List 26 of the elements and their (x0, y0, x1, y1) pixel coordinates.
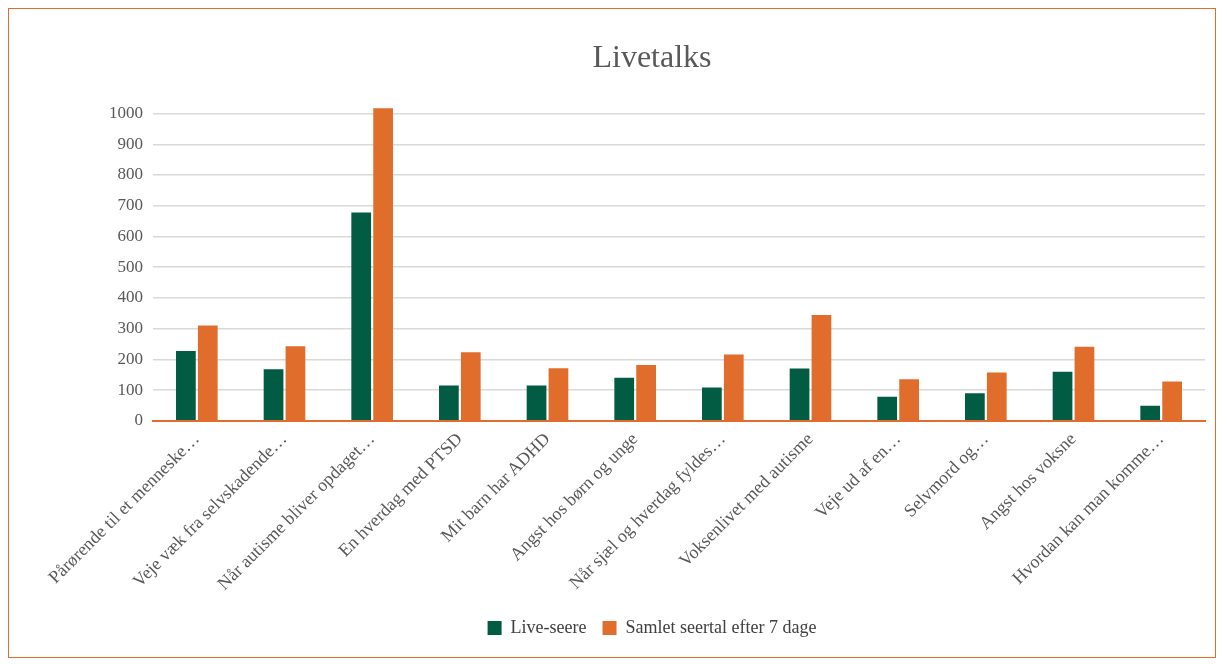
legend-label: Samlet seertal efter 7 dage (625, 616, 817, 637)
bar (263, 369, 284, 421)
y-tick-label: 700 (117, 195, 143, 215)
bar (877, 396, 898, 421)
bar (176, 351, 196, 421)
y-tick-label: 300 (117, 318, 143, 338)
y-tick-label: 900 (117, 133, 143, 153)
bar (439, 385, 459, 421)
y-tick-label: 200 (117, 348, 143, 368)
y-tick-label: 0 (134, 410, 143, 430)
y-tick-label: 500 (117, 256, 143, 276)
bar (702, 387, 722, 421)
y-tick-label: 800 (117, 164, 143, 184)
chart-title: Livetalks (592, 37, 712, 74)
y-tick-label: 600 (117, 225, 143, 245)
legend-label: Live-seere (510, 616, 587, 637)
y-tick-label: 1000 (109, 103, 143, 123)
bar (526, 385, 547, 421)
bar (1140, 405, 1161, 421)
y-tick-label: 400 (117, 287, 143, 307)
y-tick-label: 100 (117, 379, 143, 399)
bar (789, 368, 810, 421)
bar (965, 393, 985, 421)
bar (351, 212, 372, 421)
bar (1052, 371, 1073, 421)
bar (614, 377, 635, 421)
